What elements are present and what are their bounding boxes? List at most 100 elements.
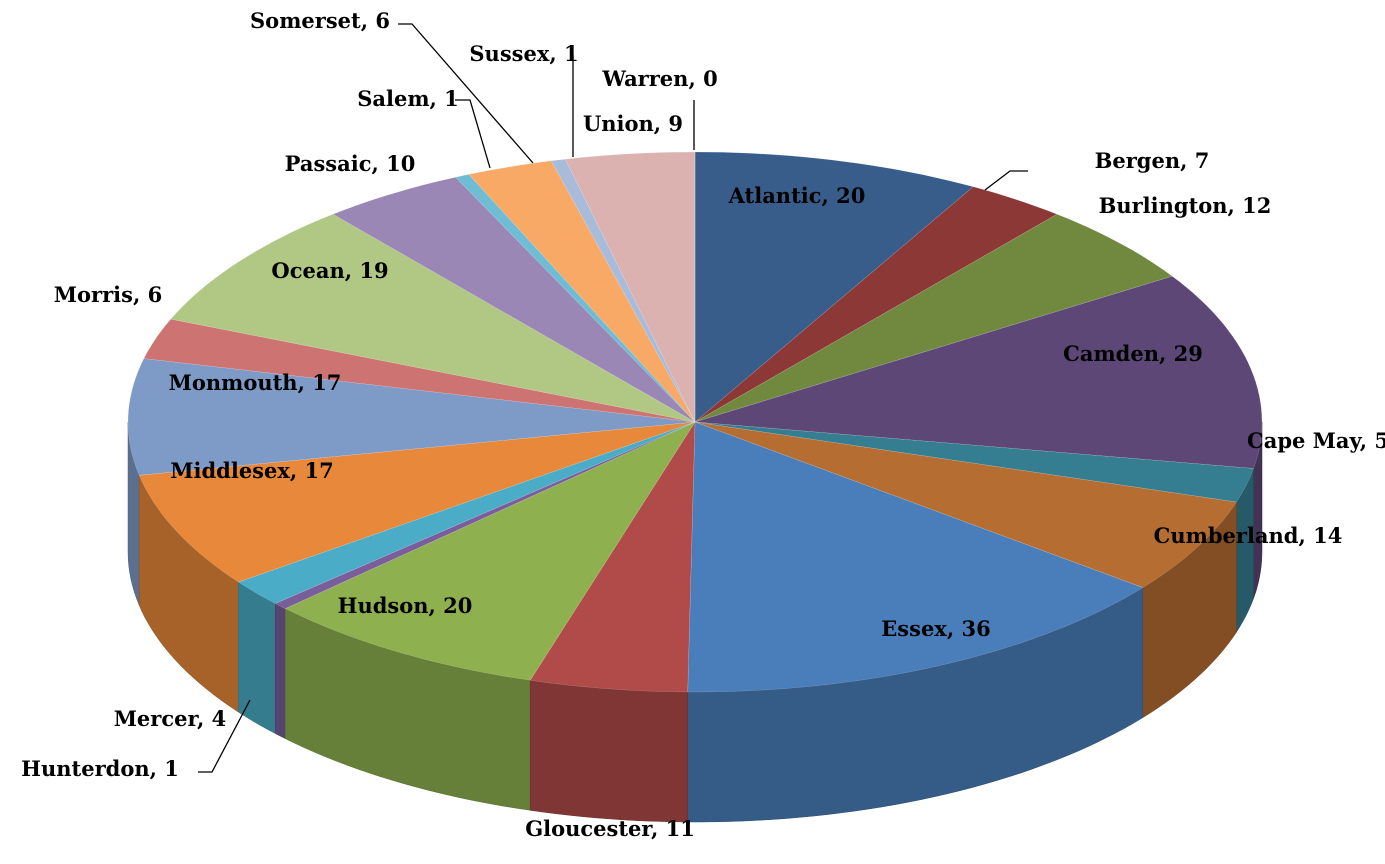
category-name: Gloucester [525,816,653,841]
value-label: 5 [1374,428,1385,453]
slice-side [138,475,239,713]
data-label: Cape May, 5 [1247,428,1385,453]
category-name: Ocean [271,258,344,283]
value-label: 6 [375,8,390,33]
separator: , [298,370,313,395]
leader-line [198,699,251,773]
value-label: 7 [1195,148,1210,173]
pie-sides [127,421,1263,823]
category-name: Hudson [338,593,429,618]
leader-line [455,99,491,169]
separator: , [150,756,165,781]
data-label: Hudson, 20 [338,593,473,618]
category-name: Monmouth [169,370,298,395]
data-label: Union, 9 [583,111,683,136]
data-label: Bergen, 7 [1095,148,1210,173]
separator: , [1180,148,1195,173]
value-label: 10 [386,151,415,176]
separator: , [947,616,962,641]
pie-slice [687,421,1144,693]
separator: , [651,816,666,841]
category-name: Essex [881,616,947,641]
category-name: Union [583,111,654,136]
category-name: Warren [601,66,688,91]
data-label: Somerset, 6 [250,8,390,33]
data-label: Essex, 36 [881,616,990,641]
data-label: Atlantic, 20 [728,183,866,208]
pie-slice [694,421,1254,503]
value-label: 0 [703,66,718,91]
leader-lines [198,23,1028,773]
category-name: Atlantic [728,183,822,208]
pie-slice [694,421,1237,588]
separator: , [197,706,212,731]
category-name: Salem [357,86,429,111]
category-name: Bergen [1095,148,1181,173]
category-name: Hunterdon [21,756,149,781]
value-label: 19 [359,258,388,283]
category-name: Passaic [285,151,372,176]
separator: , [1360,428,1375,453]
value-label: 17 [312,370,341,395]
value-label: 1 [444,86,459,111]
pie-slice [694,151,974,423]
pie-slice [529,421,696,693]
data-label: Gloucester, 11 [525,816,695,841]
data-label: Morris, 6 [54,282,162,307]
value-label: 20 [443,593,472,618]
value-label: 12 [1242,193,1271,218]
category-name: Morris [54,282,133,307]
pie-slice [332,177,696,423]
value-label: 11 [666,816,695,841]
category-name: Mercer [114,706,200,731]
value-label: 36 [961,616,990,641]
separator: , [1159,341,1174,366]
data-label: Ocean, 19 [271,258,388,283]
separator: , [345,258,360,283]
pie-slice [143,318,696,423]
slice-side [529,680,688,823]
separator: , [549,41,564,66]
pie-slice [694,213,1173,423]
value-label: 4 [212,706,227,731]
pie-slice [284,421,696,681]
data-label: Mercer, 4 [114,706,227,731]
value-label: 1 [164,756,179,781]
category-name: Sussex [469,41,549,66]
data-label: Burlington, 12 [1099,193,1272,218]
data-label: Middlesex, 17 [170,458,334,483]
data-label: Monmouth, 17 [169,370,342,395]
value-label: 6 [148,282,163,307]
separator: , [688,66,703,91]
category-name: Burlington [1099,193,1228,218]
separator: , [430,86,445,111]
category-name: Middlesex [170,458,290,483]
pie-slice [274,421,696,609]
category-name: Cumberland [1154,523,1299,548]
pie-slice [694,275,1263,469]
slice-side [275,603,286,740]
pie-slice [127,358,696,476]
pie-slice [564,151,696,423]
data-label: Sussex, 1 [469,41,578,66]
value-label: 20 [836,183,865,208]
value-label: 29 [1174,341,1203,366]
separator: , [1299,523,1314,548]
separator: , [372,151,387,176]
separator: , [822,183,837,208]
data-label: Camden, 29 [1063,341,1203,366]
data-label: Cumberland, 14 [1154,523,1343,548]
data-label: Warren, 0 [601,66,717,91]
data-label: Passaic, 10 [285,151,416,176]
category-name: Cape May [1247,428,1363,453]
separator: , [429,593,444,618]
pie-slice [694,186,1058,423]
data-label: Salem, 1 [357,86,459,111]
pie-slice [170,213,696,423]
data-labels: Atlantic, 20 Bergen, 7 Burlington, 12 Camde… [21,8,1385,841]
pie-slice [468,160,696,423]
data-label: Hunterdon, 1 [21,756,179,781]
separator: , [361,8,376,33]
separator: , [290,458,305,483]
